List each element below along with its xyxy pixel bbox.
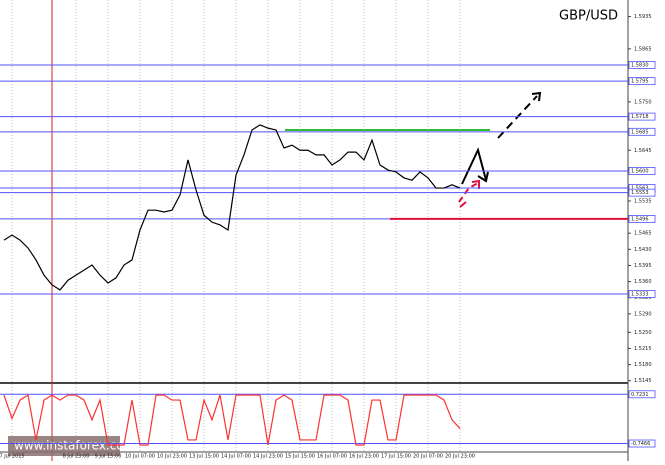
y-tick-label: 1.5645 [634,148,652,154]
y-tick-label: 1.5360 [634,279,652,285]
y-tick-label: 1.5865 [634,46,652,52]
x-tick-label: 13 Jul 15:00 [189,454,219,460]
y-tick-label: 1.5325 [634,295,652,301]
y-tick-label: 1.5430 [634,247,652,253]
level-label: 1.5830 [631,62,649,68]
y-tick-label: 1.5180 [634,362,652,368]
y-tick-label: 1.5250 [634,330,652,336]
y-tick-label: 1.5395 [634,263,652,269]
level-label: 1.5795 [631,79,649,85]
x-tick-label: 16 Jul 07:00 [317,454,347,460]
series-line [3,124,461,291]
forecast-arrow [458,182,479,203]
watermark-box [8,436,120,456]
level-label-box [628,215,656,223]
level-label-box [628,127,656,136]
x-tick-label: 7 Jul 2015 [0,454,25,460]
chart-title: GBP/USD [559,9,618,24]
series-line [3,394,461,446]
forecast-arrow [461,147,487,185]
watermark: www.instaforex.com [14,439,135,453]
arrow-head [471,179,480,189]
level-label-box [628,167,656,175]
x-tick-label: 16 Jul 23:00 [349,454,379,460]
level-label: 1.5718 [631,114,649,120]
arrow-head [459,201,467,208]
y-tick-label: 1.5290 [634,311,652,317]
level-label-box [628,290,656,298]
level-label: 1.5685 [631,129,649,135]
x-tick-label: 8 Jul 23:00 [63,454,90,460]
y-tick-label: 1.5215 [634,346,652,352]
y-tick-label: 1.5750 [634,99,652,105]
level-label-box [628,112,656,121]
y-tick-label: 1.5935 [634,14,652,20]
level-label: 1.5553 [631,190,649,196]
level-label: 1.5496 [631,216,649,222]
y-tick-label: 1.5145 [634,378,652,384]
arrow-head [531,91,542,102]
y-tick-label: 1.5535 [634,198,652,204]
x-tick-label: 14 Jul 07:00 [221,454,251,460]
x-tick-label: 10 Jul 23:00 [157,454,187,460]
level-label: 1.5333 [631,292,649,298]
level-label-box [628,188,656,197]
x-tick-label: 20 Jul 07:00 [413,454,443,460]
level-label: 1.5563 [631,186,649,192]
level-label-box [628,390,656,399]
level-label: 1.5600 [631,168,649,174]
y-tick-label: 1.5465 [634,231,652,237]
x-tick-label: 20 Jul 23:00 [445,454,475,460]
grid [11,0,461,452]
level-label-box [628,439,656,448]
level-label: -0.7466 [631,441,650,447]
x-tick-label: 9 Jul 15:00 [95,454,122,460]
x-tick-label: 14 Jul 23:00 [253,454,283,460]
level-label: 0.7231 [631,392,649,398]
x-tick-label: 10 Jul 07:00 [125,454,155,460]
level-label-box [628,77,656,86]
x-tick-label: 17 Jul 15:00 [381,454,411,460]
level-label-box [628,61,656,69]
arrow-head [477,171,489,183]
x-tick-label: 15 Jul 15:00 [285,454,315,460]
